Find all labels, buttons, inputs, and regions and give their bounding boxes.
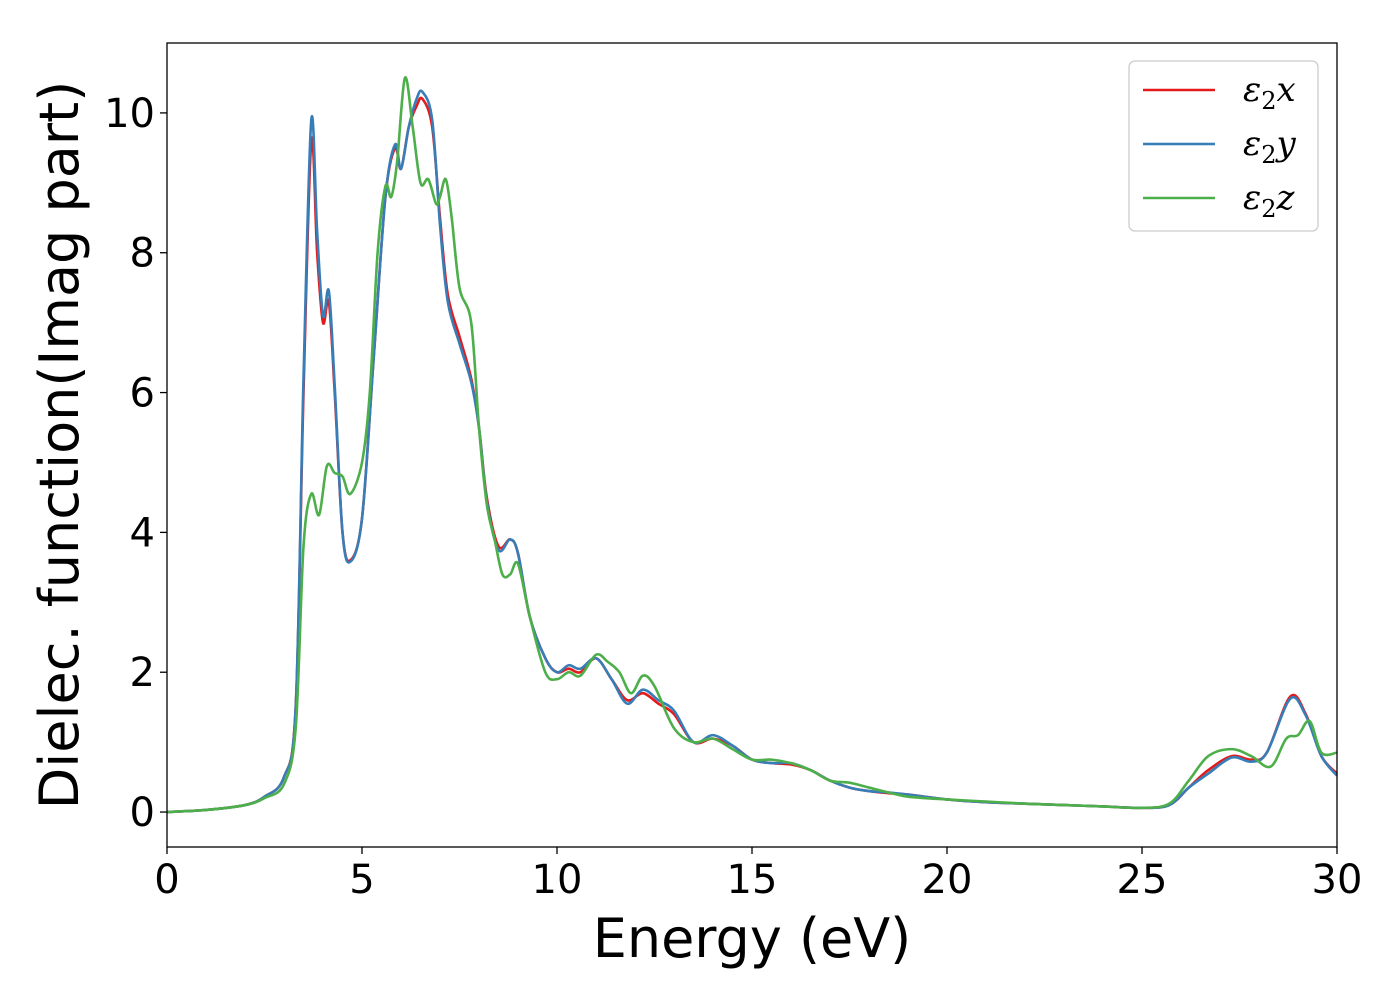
legend-label-z: ε2z [1243, 178, 1296, 223]
x-tick-label: 5 [349, 857, 374, 903]
x-tick-label: 15 [727, 857, 778, 903]
y-tick-label: 6 [130, 371, 155, 417]
series-line-z [166, 76, 1338, 814]
x-tick-label: 10 [532, 857, 583, 903]
legend-label-y: ε2y [1243, 124, 1297, 169]
y-tick-label: 10 [104, 91, 155, 137]
y-tick-label: 4 [130, 510, 155, 556]
x-tick-label: 0 [154, 857, 179, 903]
x-tick-label: 30 [1312, 857, 1363, 903]
x-axis-label: Energy (eV) [593, 907, 912, 970]
series-layer [166, 76, 1339, 814]
x-axis-ticks: 0 5 10 15 20 25 30 [154, 847, 1362, 903]
y-tick-label: 0 [130, 790, 155, 836]
y-tick-label: 2 [130, 650, 155, 696]
legend-label-x: ε2x [1243, 70, 1296, 115]
x-tick-label: 25 [1117, 857, 1168, 903]
y-axis-ticks: 0 2 4 6 8 10 [104, 91, 167, 836]
y-axis-label: Dielec. function(Imag part) [28, 81, 91, 810]
y-tick-label: 8 [130, 231, 155, 277]
legend: ε2x ε2y ε2z [1128, 60, 1319, 232]
legend-box [1128, 60, 1319, 232]
x-tick-label: 20 [922, 857, 973, 903]
